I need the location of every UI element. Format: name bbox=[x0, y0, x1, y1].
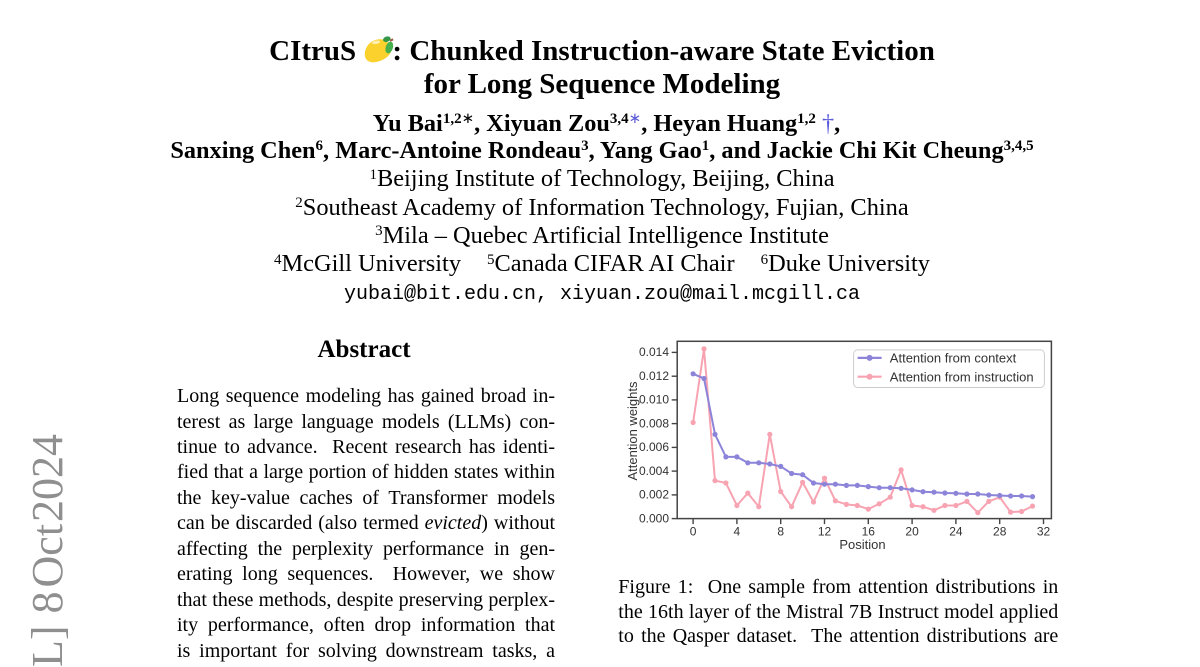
svg-text:16: 16 bbox=[862, 525, 876, 539]
svg-text:12: 12 bbox=[818, 525, 832, 539]
svg-text:Attention from context: Attention from context bbox=[890, 351, 1017, 366]
svg-text:28: 28 bbox=[993, 525, 1007, 539]
svg-text:0.000: 0.000 bbox=[639, 511, 669, 525]
svg-text:Position: Position bbox=[839, 537, 885, 552]
svg-text:20: 20 bbox=[905, 525, 919, 539]
svg-text:0.014: 0.014 bbox=[639, 345, 669, 359]
svg-text:0.004: 0.004 bbox=[639, 464, 669, 478]
svg-text:0.002: 0.002 bbox=[639, 488, 669, 502]
svg-text:0: 0 bbox=[690, 525, 697, 539]
svg-text:Attention weights: Attention weights bbox=[625, 381, 640, 481]
svg-text:4: 4 bbox=[734, 525, 741, 539]
svg-text:Attention from instruction: Attention from instruction bbox=[890, 369, 1034, 384]
svg-text:0.006: 0.006 bbox=[639, 440, 669, 454]
svg-text:0.010: 0.010 bbox=[639, 393, 669, 407]
svg-text:0.008: 0.008 bbox=[639, 416, 669, 430]
svg-text:8: 8 bbox=[777, 525, 784, 539]
svg-text:24: 24 bbox=[949, 525, 963, 539]
svg-text:32: 32 bbox=[1037, 525, 1051, 539]
svg-text:0.012: 0.012 bbox=[639, 369, 669, 383]
